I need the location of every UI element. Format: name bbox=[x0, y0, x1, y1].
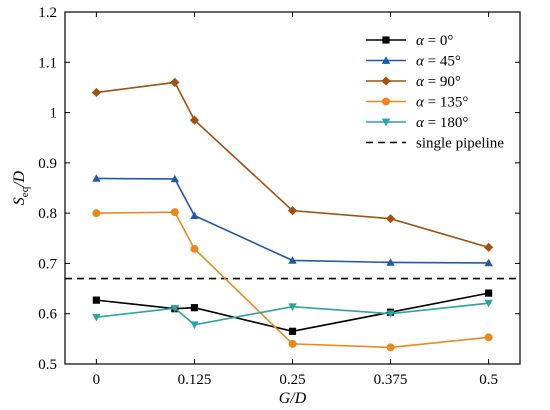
series-2-point-3 bbox=[287, 206, 298, 216]
x-tick-label-2: 0.25 bbox=[279, 372, 305, 388]
y-tick-label-2: 0.7 bbox=[38, 256, 57, 272]
y-tick-label-1: 0.6 bbox=[38, 307, 57, 323]
legend-marker-1 bbox=[381, 56, 391, 64]
series-3-point-0 bbox=[92, 209, 101, 218]
series-2-point-0 bbox=[91, 87, 101, 98]
series-0-point-2 bbox=[190, 304, 199, 312]
y-axis-label: Seq/D bbox=[11, 170, 31, 205]
legend-label-4: α = 180° bbox=[416, 115, 468, 131]
series-1-point-0 bbox=[92, 174, 101, 182]
series-4-point-5 bbox=[484, 299, 493, 308]
x-tick-label-3: 0.375 bbox=[374, 372, 408, 388]
series-4-point-2 bbox=[190, 321, 199, 329]
series-line-0 bbox=[96, 292, 489, 333]
series-1-point-3 bbox=[288, 256, 297, 264]
x-tick-label-4: 0.5 bbox=[479, 372, 498, 388]
legend-marker-4 bbox=[381, 118, 391, 127]
series-1-point-1 bbox=[170, 174, 180, 183]
y-tick-label-3: 0.8 bbox=[38, 206, 57, 222]
y-tick-label-7: 1.2 bbox=[38, 5, 57, 21]
series-3-point-3 bbox=[288, 339, 297, 348]
series-3-point-1 bbox=[170, 208, 179, 217]
series-4-point-0 bbox=[92, 313, 101, 322]
y-tick-label-4: 0.9 bbox=[38, 156, 57, 172]
legend-marker-3 bbox=[382, 97, 390, 106]
series-2-point-4 bbox=[385, 214, 396, 224]
legend: α = 0° α = 45° α = 90° α = 135° α = 180° sing… bbox=[366, 33, 504, 152]
series-line-3 bbox=[96, 211, 489, 349]
series-0-point-5 bbox=[485, 289, 493, 297]
legend-label-2: α = 90° bbox=[416, 74, 461, 90]
series-2-point-5 bbox=[484, 242, 494, 252]
legend-label-5: single pipeline bbox=[416, 136, 504, 152]
series-2-point-2 bbox=[189, 115, 200, 125]
series-1-point-5 bbox=[484, 258, 493, 267]
series-line-1 bbox=[96, 177, 489, 264]
x-tick-label-1: 0.125 bbox=[178, 372, 212, 388]
plot-area bbox=[65, 77, 520, 352]
series-4-point-4 bbox=[386, 310, 395, 318]
legend-label-1: α = 45° bbox=[416, 54, 461, 70]
series-0-point-3 bbox=[288, 327, 297, 335]
series-line-4 bbox=[96, 302, 489, 326]
series-2-point-1 bbox=[170, 77, 180, 87]
y-tick-label-6: 1.1 bbox=[38, 55, 57, 71]
series-3-point-4 bbox=[386, 343, 395, 352]
legend-label-0: α = 0° bbox=[416, 33, 453, 49]
x-axis-label: G/D bbox=[279, 390, 307, 407]
series-4-point-3 bbox=[288, 303, 297, 311]
series-0-point-0 bbox=[92, 296, 100, 304]
y-tick-label-5: 1 bbox=[50, 106, 58, 122]
legend-marker-0 bbox=[382, 36, 390, 44]
legend-marker-2 bbox=[381, 76, 391, 86]
series-4-point-1 bbox=[170, 304, 180, 313]
series-line-2 bbox=[96, 81, 489, 249]
axes: 0.5 0.6 0.7 0.8 0.9 1 1.1 1.2 0 0.125 0.25 0.375 0.5… bbox=[11, 5, 521, 407]
y-tick-label-0: 0.5 bbox=[38, 357, 57, 373]
series-3-point-2 bbox=[190, 244, 199, 253]
series-1-point-2 bbox=[190, 211, 199, 220]
legend-label-3: α = 135° bbox=[416, 95, 468, 111]
series-3-point-5 bbox=[484, 333, 493, 342]
series-1-point-4 bbox=[386, 258, 395, 266]
x-tick-label-0: 0 bbox=[93, 372, 101, 388]
